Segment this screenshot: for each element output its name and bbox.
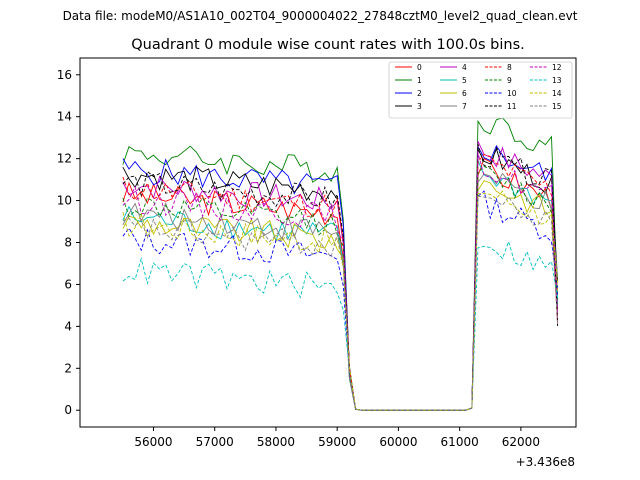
series-line-14 [122, 190, 559, 411]
series-line-8 [122, 153, 559, 411]
legend-label-5: 5 [462, 76, 467, 85]
x-tick-label: 62000 [502, 435, 540, 449]
y-axis: 0 2 4 6 8 10 12 14 16 [57, 68, 80, 417]
series-line-7 [122, 172, 559, 411]
x-tick-label: 56000 [134, 435, 172, 449]
x-tick-label: 60000 [379, 435, 417, 449]
legend-label-4: 4 [462, 63, 467, 72]
chart-suptitle: Data file: modeM0/AS1A10_002T04_90000040… [63, 9, 578, 23]
y-tick-label: 14 [57, 110, 72, 124]
y-tick-label: 10 [57, 194, 72, 208]
legend-box [388, 61, 573, 119]
legend-label-15: 15 [552, 102, 562, 111]
x-offset-label: +3.436e8 [516, 455, 575, 469]
legend-label-11: 11 [507, 102, 517, 111]
plot-lines [122, 117, 559, 411]
legend-label-7: 7 [462, 102, 467, 111]
chart-title: Quadrant 0 module wise count rates with … [131, 37, 525, 53]
legend-label-12: 12 [552, 63, 562, 72]
series-line-9 [122, 166, 559, 411]
y-tick-label: 2 [64, 361, 72, 375]
y-tick-label: 8 [64, 236, 72, 250]
series-line-11 [122, 144, 559, 411]
x-tick-label: 61000 [441, 435, 479, 449]
legend-label-3: 3 [417, 102, 422, 111]
series-line-4 [122, 141, 559, 411]
series-line-3 [122, 147, 559, 411]
y-tick-label: 6 [64, 277, 72, 291]
legend-label-0: 0 [417, 63, 422, 72]
legend-label-1: 1 [417, 76, 422, 85]
series-line-1 [122, 117, 559, 411]
y-tick-label: 4 [64, 319, 72, 333]
x-tick-label: 59000 [318, 435, 356, 449]
x-axis: 56000 57000 58000 59000 60000 61000 62000 [134, 427, 540, 449]
y-tick-label: 12 [57, 152, 72, 166]
legend-label-2: 2 [417, 89, 422, 98]
y-tick-label: 0 [64, 403, 72, 417]
series-line-15 [122, 195, 559, 411]
legend-label-8: 8 [507, 63, 512, 72]
x-tick-label: 58000 [257, 435, 295, 449]
legend-label-6: 6 [462, 89, 467, 98]
legend-label-13: 13 [552, 76, 562, 85]
legend-label-10: 10 [507, 89, 517, 98]
series-line-12 [122, 152, 559, 411]
legend-label-14: 14 [552, 89, 562, 98]
y-tick-label: 16 [57, 68, 72, 82]
legend-label-9: 9 [507, 76, 512, 85]
x-tick-label: 57000 [196, 435, 234, 449]
series-line-13 [122, 240, 559, 411]
series-line-2 [122, 144, 559, 411]
series-line-10 [122, 190, 559, 411]
